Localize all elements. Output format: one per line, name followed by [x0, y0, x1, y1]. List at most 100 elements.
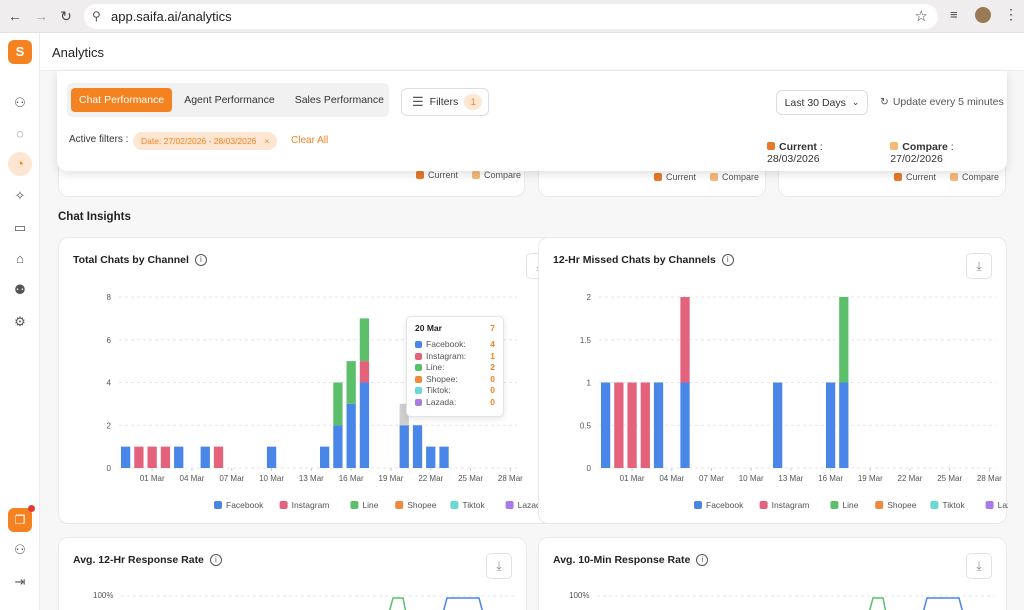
x-tick-label: 01 Mar — [620, 474, 645, 483]
line-series — [923, 597, 963, 610]
card-title: Avg. 10-Min Response Rate i — [553, 554, 709, 566]
legend-swatch-line — [830, 501, 839, 509]
card-title: Total Chats by Channel i — [73, 254, 207, 266]
notifications-icon[interactable]: ❐ — [8, 505, 35, 532]
filter-panel: Chat Performance Agent Performance Sales… — [57, 71, 1007, 171]
current-label: Current — [779, 141, 817, 153]
profile-avatar[interactable] — [975, 7, 991, 23]
info-icon[interactable]: i — [209, 554, 222, 566]
logout-icon[interactable]: ⇥ — [14, 574, 26, 589]
close-icon[interactable]: × — [264, 136, 270, 146]
compare-legend: Compare — [962, 172, 1000, 182]
sidebar: S ⚇ ◌ ◔ ✧ ▭ ⌂ ⚉ ⚙ ❐ ⚇ ⇥ — [0, 33, 40, 610]
legend-swatch-shopee — [395, 501, 404, 509]
tab-sales-performance[interactable]: Sales Performance — [294, 94, 384, 106]
bar-instagram — [359, 361, 370, 383]
legend-label-lazada: Lazada — [518, 500, 546, 510]
missed-chats-chart: 0 0.5 1 1.5 2 01 Mar 04 Mar 07 Mar 10 Mar 13 Mar 1… — [580, 293, 1008, 510]
legend-swatch-instagram — [279, 501, 288, 509]
site-settings-icon[interactable]: ⚲ — [92, 9, 101, 23]
x-tick-label: 16 Mar — [818, 474, 843, 483]
current-date: : 28/03/2026 — [767, 141, 823, 165]
legend-label-instagram: Instagram — [772, 500, 810, 510]
bar-facebook — [174, 446, 184, 468]
bar-instagram — [160, 446, 171, 468]
info-icon[interactable]: i — [696, 554, 709, 566]
card-title-text: Total Chats by Channel — [73, 254, 189, 266]
tab-chat-performance[interactable]: Chat Performance — [71, 88, 173, 112]
user-icon[interactable]: ⚇ — [14, 542, 26, 557]
legend-swatch-lazada — [505, 501, 514, 509]
x-tick-label: 13 Mar — [299, 474, 324, 483]
tooltip-row: Instagram: 1 — [415, 351, 495, 363]
bar-facebook — [399, 425, 409, 468]
card-title: Avg. 12-Hr Response Rate i — [73, 554, 222, 566]
team-icon[interactable]: ⚉ — [14, 282, 26, 297]
card-title-text: 12-Hr Missed Chats by Channels — [553, 254, 716, 266]
chart-tooltip: 20 Mar 7 Facebook: 4 Instagram: 1 Line: 2 Sh… — [406, 316, 504, 417]
legend-label-line: Line — [362, 500, 378, 510]
x-tick-label: 04 Mar — [180, 474, 205, 483]
bar-facebook — [773, 382, 783, 468]
x-tick-label: 25 Mar — [937, 474, 962, 483]
bar-line — [333, 382, 343, 426]
summary-legend: Current Compare — [416, 170, 521, 180]
settings-icon[interactable]: ⚙ — [14, 314, 26, 329]
tooltip-value: 1 — [490, 350, 495, 361]
filters-button[interactable]: ☰ Filters 1 — [401, 88, 489, 116]
tooltip-value: 0 — [490, 385, 495, 395]
page-header: Analytics — [40, 33, 1024, 71]
tab-agent-performance[interactable]: Agent Performance — [184, 94, 275, 106]
card-title-text: Avg. 10-Min Response Rate — [553, 554, 691, 566]
tooltip-value: 0 — [490, 396, 495, 407]
y-tick-label: 1.5 — [580, 336, 592, 345]
store-icon[interactable]: ⌂ — [16, 251, 24, 266]
compare-swatch — [472, 171, 481, 179]
clear-all-link[interactable]: Clear All — [291, 135, 329, 146]
y-tick-label: 6 — [107, 336, 112, 345]
download-icon[interactable]: ⤓ — [966, 553, 992, 579]
x-tick-label: 13 Mar — [778, 474, 803, 483]
compare-legend: Compare — [722, 172, 760, 182]
missed-chats-card: 12-Hr Missed Chats by Channels i ⤓ 0 0.5 1 1… — [538, 237, 1008, 524]
x-tick-label: 19 Mar — [858, 474, 883, 483]
back-icon[interactable]: ← — [8, 8, 22, 24]
chat-icon[interactable]: ◌ — [16, 126, 24, 141]
line-series — [869, 597, 887, 610]
page-title: Analytics — [52, 45, 105, 60]
folder-icon[interactable]: ▭ — [13, 220, 27, 235]
current-swatch — [894, 173, 902, 181]
bookmark-star-icon[interactable]: ☆ — [914, 8, 928, 25]
download-icon[interactable]: ⤓ — [486, 553, 512, 579]
tooltip-total: 7 — [490, 323, 495, 333]
bar-facebook — [600, 382, 611, 468]
bar-facebook — [825, 382, 836, 468]
compare-date: : 27/02/2026 — [890, 141, 954, 165]
tooltip-row: Line: 2 — [415, 362, 495, 374]
info-icon[interactable]: i — [194, 254, 207, 266]
reload-icon[interactable]: ↻ — [60, 8, 72, 24]
analytics-icon[interactable]: ◔ — [8, 152, 32, 176]
info-icon[interactable]: i — [721, 254, 734, 266]
bar-facebook — [200, 446, 210, 468]
date-range-select[interactable]: Last 30 Days ⌄ — [776, 90, 868, 115]
tooltip-value: 4 — [490, 339, 495, 349]
compare-swatch — [890, 142, 899, 150]
legend-label-lazada: Lazada — [998, 500, 1008, 510]
bar-facebook — [266, 446, 277, 468]
media-icon[interactable]: ≡ — [950, 7, 958, 22]
tooltip-row: Lazada: 0 — [415, 397, 495, 409]
forward-icon[interactable]: → — [34, 8, 48, 24]
robot-icon[interactable]: ⚇ — [14, 95, 26, 110]
address-bar[interactable]: ⚲ app.saifa.ai/analytics ☆ — [84, 4, 938, 29]
sparkle-icon[interactable]: ✧ — [14, 188, 26, 203]
line-series — [389, 597, 407, 610]
legend-label-shopee: Shopee — [887, 500, 917, 510]
download-icon[interactable]: ⤓ — [966, 253, 992, 279]
app-logo[interactable]: S — [8, 40, 32, 64]
browser-menu-icon[interactable]: ⋮ — [1004, 6, 1018, 22]
y-tick-label: 8 — [107, 293, 112, 302]
tooltip-value: 2 — [490, 362, 495, 372]
tooltip-row: Tiktok: 0 — [415, 385, 495, 397]
